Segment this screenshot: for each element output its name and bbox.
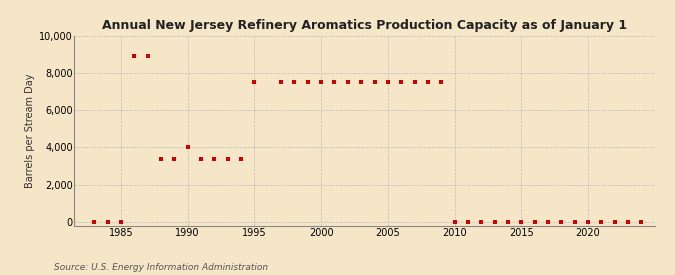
Title: Annual New Jersey Refinery Aromatics Production Capacity as of January 1: Annual New Jersey Refinery Aromatics Pro… bbox=[102, 19, 627, 32]
Point bbox=[369, 80, 380, 84]
Point bbox=[236, 156, 246, 161]
Point bbox=[302, 80, 313, 84]
Point bbox=[342, 80, 353, 84]
Point bbox=[383, 80, 394, 84]
Point bbox=[622, 219, 633, 224]
Point bbox=[636, 219, 647, 224]
Point bbox=[516, 219, 526, 224]
Point bbox=[129, 54, 140, 58]
Point bbox=[89, 219, 100, 224]
Point bbox=[115, 219, 126, 224]
Point bbox=[462, 219, 473, 224]
Point bbox=[329, 80, 340, 84]
Point bbox=[543, 219, 554, 224]
Point bbox=[142, 54, 153, 58]
Point bbox=[503, 219, 514, 224]
Point bbox=[249, 80, 260, 84]
Point bbox=[316, 80, 327, 84]
Point bbox=[569, 219, 580, 224]
Point bbox=[489, 219, 500, 224]
Point bbox=[610, 219, 620, 224]
Point bbox=[275, 80, 286, 84]
Point bbox=[209, 156, 220, 161]
Point bbox=[476, 219, 487, 224]
Point bbox=[396, 80, 406, 84]
Point bbox=[102, 219, 113, 224]
Point bbox=[423, 80, 433, 84]
Point bbox=[449, 219, 460, 224]
Y-axis label: Barrels per Stream Day: Barrels per Stream Day bbox=[25, 73, 35, 188]
Point bbox=[583, 219, 593, 224]
Point bbox=[289, 80, 300, 84]
Point bbox=[356, 80, 367, 84]
Point bbox=[436, 80, 447, 84]
Point bbox=[182, 145, 193, 150]
Point bbox=[529, 219, 540, 224]
Point bbox=[556, 219, 567, 224]
Point bbox=[222, 156, 233, 161]
Point bbox=[169, 156, 180, 161]
Point bbox=[156, 156, 167, 161]
Point bbox=[196, 156, 207, 161]
Text: Source: U.S. Energy Information Administration: Source: U.S. Energy Information Administ… bbox=[54, 263, 268, 272]
Point bbox=[596, 219, 607, 224]
Point bbox=[409, 80, 420, 84]
